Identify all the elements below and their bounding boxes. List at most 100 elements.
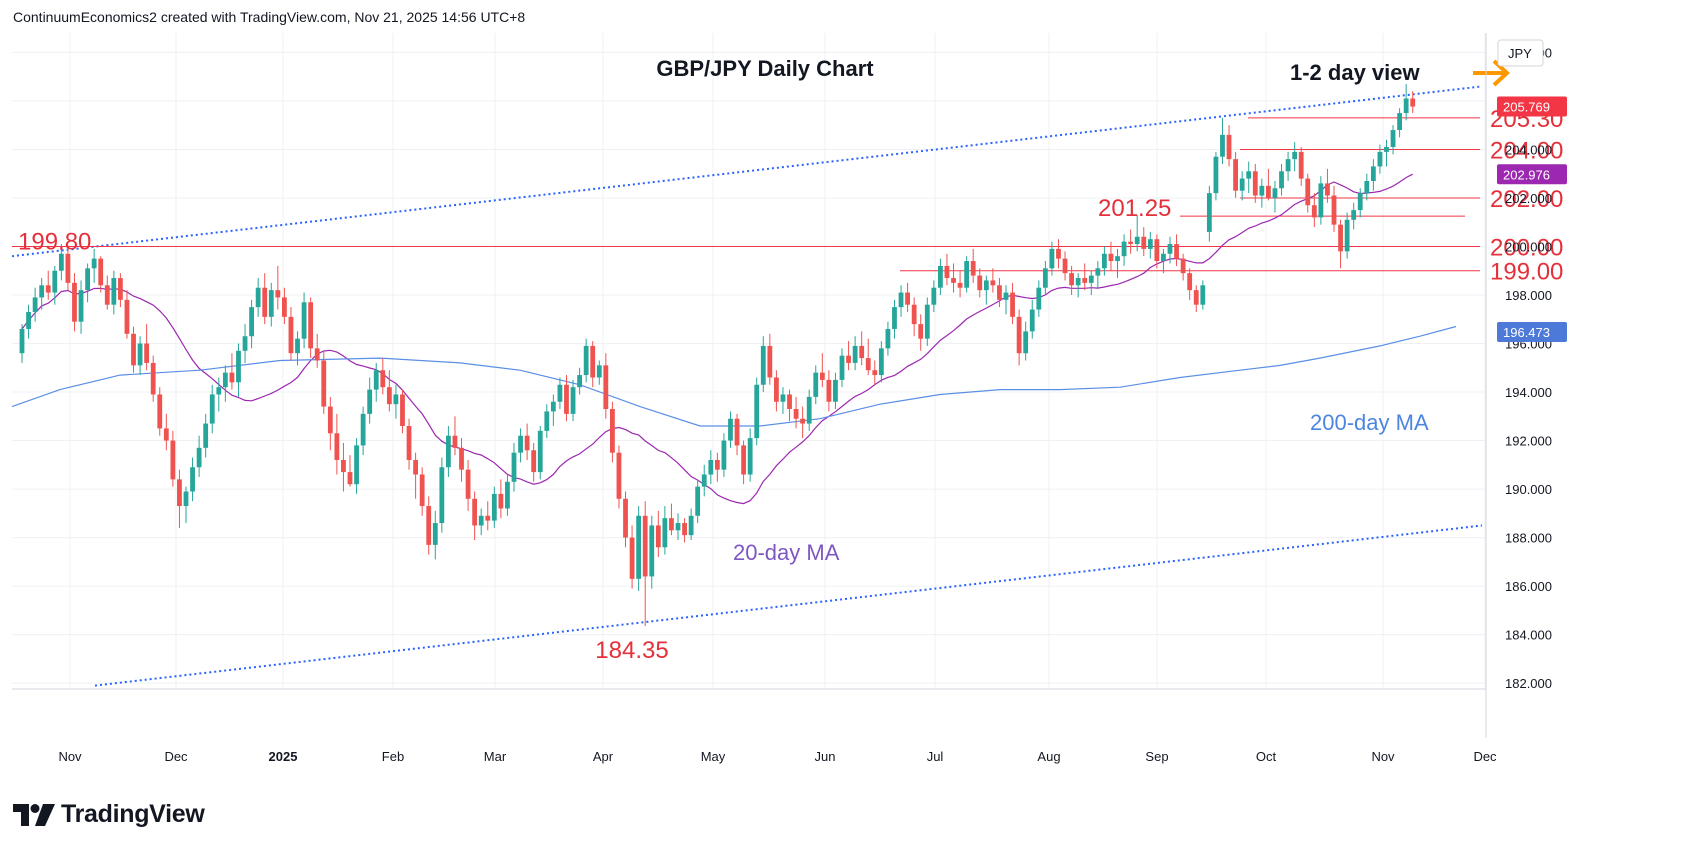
candle-body — [78, 290, 84, 322]
candle-body — [1200, 285, 1206, 305]
candle-body — [413, 459, 418, 475]
candle-body — [58, 253, 64, 271]
candle — [537, 426, 543, 480]
candle-body — [196, 447, 202, 468]
time-tick-label: Oct — [1256, 749, 1277, 764]
candle-body — [616, 452, 622, 499]
candle-body — [1029, 309, 1035, 332]
candle-body — [432, 523, 438, 545]
candle — [39, 278, 45, 310]
candle — [131, 326, 136, 373]
candle — [163, 413, 169, 451]
candle — [728, 411, 733, 448]
candle — [859, 331, 865, 366]
price-axis[interactable]: 182.000 184.000 186.000 188.000 190.000 192.0… — [1485, 33, 1567, 738]
candle — [1239, 171, 1245, 201]
candle — [1003, 285, 1009, 315]
time-axis[interactable]: Nov Dec 2025 Feb Mar Apr May Jun Jul Aug Sep Oct Nov… — [12, 688, 1497, 764]
candle-body — [570, 387, 576, 414]
candle-body — [1377, 151, 1383, 167]
candle-body — [754, 384, 760, 439]
candle-body — [1351, 210, 1357, 220]
candle-body — [1174, 244, 1179, 259]
candle-body — [787, 394, 792, 410]
candle — [1167, 236, 1173, 264]
candle-body — [1003, 292, 1009, 300]
candle — [1233, 151, 1238, 198]
candle-body — [1390, 130, 1396, 148]
ma20-price-box — [1497, 164, 1567, 185]
candle — [1042, 261, 1048, 295]
candle-body — [544, 411, 550, 431]
candle-body — [1036, 287, 1042, 310]
candle — [905, 282, 910, 312]
candle-body — [282, 297, 287, 317]
price-tick-label: 200.000 — [1505, 239, 1552, 254]
candle-body — [19, 328, 25, 354]
candle-body — [163, 428, 169, 441]
candle-body — [649, 525, 655, 577]
candle — [1266, 168, 1271, 201]
candle — [1069, 265, 1074, 295]
candle-body — [675, 523, 681, 531]
candle-body — [373, 370, 379, 390]
candle-body — [249, 307, 254, 337]
candle-body — [236, 350, 241, 383]
tradingview-logo-icon — [13, 803, 55, 826]
candle — [1206, 185, 1212, 242]
time-tick-label: Jul — [927, 749, 944, 764]
candle — [944, 253, 950, 286]
candle-body — [478, 515, 484, 526]
candle — [1390, 125, 1396, 155]
candle — [505, 474, 510, 516]
level-label-199-80: 199.80 — [18, 228, 91, 255]
candle-body — [610, 409, 615, 453]
candle-body — [1285, 159, 1291, 172]
candle-body — [629, 537, 635, 579]
time-tick-label: Dec — [164, 749, 188, 764]
tradingview-logo[interactable]: TradingView — [13, 800, 205, 829]
candle — [1397, 108, 1402, 138]
annotations: GBP/JPY Daily Chart 1-2 day view205.30204… — [18, 56, 1563, 664]
candle-body — [642, 515, 648, 577]
candle-body — [577, 375, 582, 388]
candle — [341, 442, 346, 492]
candle-body — [734, 418, 740, 446]
time-tick-label: Nov — [1371, 749, 1395, 764]
candle — [714, 452, 720, 482]
candle-body — [846, 355, 851, 363]
candle — [852, 336, 858, 371]
candle — [688, 508, 694, 541]
candle — [1147, 231, 1153, 259]
candle-body — [124, 299, 130, 334]
candle-body — [1239, 178, 1245, 191]
candle-body — [295, 338, 300, 354]
candle — [367, 377, 373, 424]
candle-body — [872, 370, 878, 376]
candle — [590, 341, 596, 388]
candle-body — [1370, 166, 1376, 181]
candle-body — [655, 525, 661, 548]
candle — [872, 360, 878, 385]
candle-body — [938, 265, 943, 288]
candle — [465, 459, 471, 511]
candle-body — [1397, 113, 1402, 131]
candle-body — [793, 409, 799, 419]
candle — [544, 404, 550, 439]
candle-body — [505, 481, 510, 509]
candle — [518, 428, 523, 463]
candle-body — [957, 282, 963, 288]
candle-body — [524, 435, 530, 451]
candle-body — [183, 491, 189, 507]
candle-body — [918, 324, 924, 339]
candle — [918, 314, 924, 351]
candle — [1141, 227, 1147, 257]
upper-channel-line — [11, 85, 1483, 258]
channel-lines — [11, 85, 1483, 687]
candle — [1377, 144, 1383, 174]
candle — [432, 510, 438, 560]
candle-body — [91, 258, 97, 269]
candle — [478, 508, 484, 536]
candle-body — [839, 355, 845, 380]
